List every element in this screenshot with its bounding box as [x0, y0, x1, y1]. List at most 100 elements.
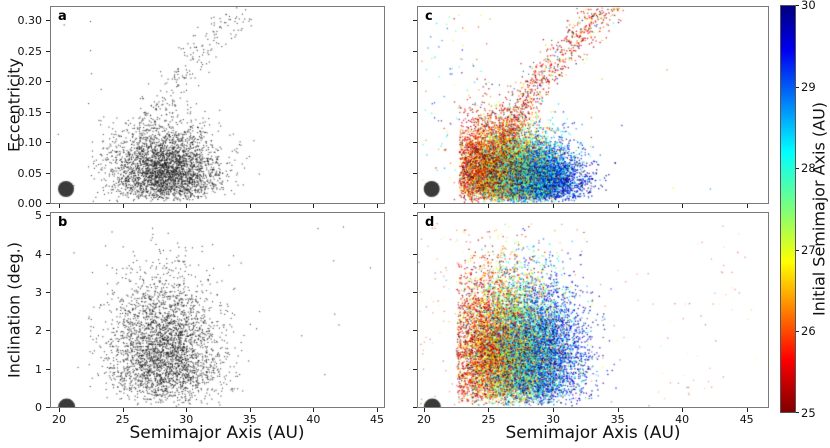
colorbar-label: Initial Semimajor Axis (AU): [809, 101, 829, 317]
colorbar-tick-label: 26: [801, 324, 816, 339]
x-tick: [377, 204, 378, 208]
x-tick-label: 35: [242, 413, 257, 426]
x-tick: [59, 204, 60, 208]
x-tick: [488, 204, 490, 208]
colorbar-tick: [796, 331, 799, 333]
x-axis-label-left: Semimajor Axis (AU): [129, 423, 305, 443]
x-tick-label: 25: [115, 413, 130, 426]
panel-b-inclination-black: b: [50, 212, 385, 408]
y-tick: [46, 172, 50, 174]
x-tick: [377, 408, 378, 412]
colorbar-tick-label: 28: [801, 161, 816, 176]
panel-d-inclination-colored: d: [417, 212, 769, 408]
y-tick-label: 0: [35, 401, 42, 414]
y-tick: [46, 203, 50, 204]
y-tick: [413, 291, 417, 293]
y-tick: [413, 368, 417, 370]
x-tick-label: 30: [546, 413, 561, 426]
x-tick-label: 20: [52, 413, 66, 426]
colorbar-tick-label: 25: [801, 406, 816, 420]
colorbar-tick: [796, 168, 799, 170]
y-tick: [413, 20, 417, 22]
y-tick: [413, 81, 417, 83]
y-tick: [46, 291, 50, 293]
colorbar-tick: [796, 412, 799, 413]
colorbar-tick-label: 27: [801, 242, 816, 257]
y-tick: [413, 50, 417, 52]
y-tick: [46, 81, 50, 83]
x-axis-label-right: Semimajor Axis (AU): [505, 423, 681, 443]
x-tick: [488, 408, 490, 412]
y-tick: [413, 253, 417, 255]
x-tick-label: 30: [179, 413, 194, 426]
panel-letter-a: a: [58, 9, 67, 24]
x-tick-label: 20: [416, 413, 431, 426]
x-tick: [186, 204, 188, 208]
y-tick: [413, 172, 417, 174]
x-tick: [617, 408, 619, 412]
scatter-canvas-b: [51, 213, 384, 407]
y-tick-label: 0.20: [17, 75, 43, 89]
y-tick: [46, 215, 50, 217]
x-tick: [59, 408, 60, 412]
x-tick: [682, 408, 684, 412]
y-tick: [413, 215, 417, 217]
y-tick: [413, 111, 417, 113]
colorbar-tick-label: 30: [801, 0, 816, 12]
x-tick: [682, 204, 684, 208]
y-tick: [413, 142, 417, 144]
y-tick-label: 5: [35, 209, 42, 223]
y-tick-label: 4: [35, 247, 42, 261]
y-tick: [46, 368, 50, 370]
colorbar-tick: [796, 249, 799, 251]
y-tick-label: 2: [35, 324, 42, 338]
x-tick: [617, 204, 619, 208]
x-tick: [313, 204, 315, 208]
x-tick: [122, 408, 124, 412]
panel-c-eccentricity-colored: c: [417, 6, 769, 204]
x-tick: [553, 408, 555, 412]
panel-letter-c: c: [425, 9, 433, 24]
y-tick: [413, 330, 417, 332]
x-tick: [746, 204, 748, 208]
y-tick: [46, 330, 50, 332]
y-tick-label: 0.05: [17, 166, 43, 180]
y-tick-label: 0.30: [17, 14, 43, 28]
colorbar-jet: [780, 5, 796, 413]
panel-letter-b: b: [58, 215, 68, 230]
y-tick: [413, 407, 417, 408]
panel-a-eccentricity-black: a: [50, 6, 385, 204]
x-tick: [249, 204, 251, 208]
colorbar-tick-label: 29: [801, 79, 816, 94]
x-tick: [423, 408, 425, 412]
panel-letter-d: d: [425, 215, 435, 230]
y-tick-label: 0.15: [17, 105, 43, 119]
x-tick: [122, 204, 124, 208]
x-tick: [423, 204, 425, 208]
x-tick-label: 40: [675, 413, 690, 426]
y-tick-label: 1: [35, 362, 42, 376]
x-tick-label: 45: [739, 413, 754, 426]
x-tick-label: 40: [306, 413, 321, 426]
colorbar-tick: [796, 86, 799, 88]
y-tick: [46, 253, 50, 255]
scatter-canvas-a: [51, 7, 384, 203]
scatter-canvas-c: [418, 7, 768, 203]
x-tick: [553, 204, 555, 208]
y-tick: [46, 50, 50, 52]
x-tick: [249, 408, 251, 412]
y-tick-label: 0.25: [17, 44, 43, 58]
y-tick-label: 3: [35, 285, 42, 299]
y-tick: [46, 142, 50, 144]
y-tick-label: 0.00: [17, 197, 43, 210]
scatter-canvas-d: [418, 213, 768, 407]
x-tick: [186, 408, 188, 412]
x-tick: [313, 408, 315, 412]
y-tick: [413, 203, 417, 204]
y-tick: [46, 111, 50, 113]
x-tick-label: 45: [370, 413, 384, 426]
x-tick-label: 35: [610, 413, 625, 426]
x-tick-label: 25: [481, 413, 496, 426]
y-tick: [46, 20, 50, 22]
